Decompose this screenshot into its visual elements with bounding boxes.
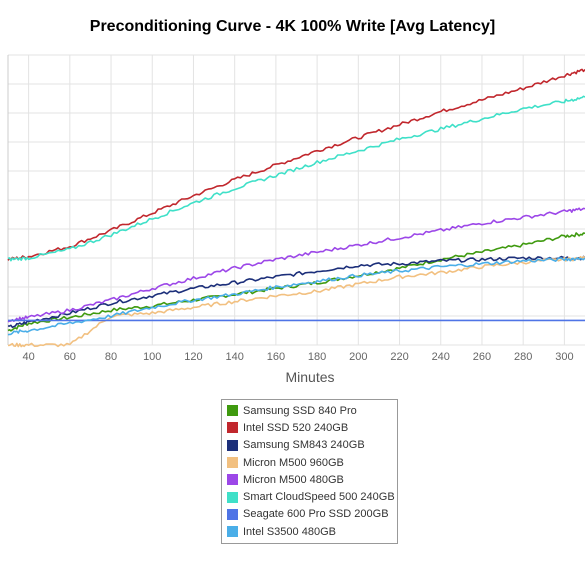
x-tick-label: 220 [390, 351, 408, 363]
legend-label: Seagate 600 Pro SSD 200GB [243, 508, 389, 521]
legend-label: Samsung SSD 840 Pro [243, 404, 357, 417]
legend-swatch [227, 508, 238, 520]
legend-item: Samsung SM843 240GB [222, 437, 397, 454]
legend-item: Seagate 600 Pro SSD 200GB [222, 506, 397, 523]
legend-swatch [227, 491, 238, 503]
x-tick-label: 300 [555, 351, 573, 363]
line-chart: 40 60 80 100 120 140 160 180 200 220 240 260 280 300 [7, 54, 585, 363]
series-line-7 [7, 257, 585, 336]
legend-label: Intel SSD 520 240GB [243, 421, 349, 434]
x-tick-label: 160 [267, 351, 285, 363]
legend-item: Smart CloudSpeed 500 240GB [222, 488, 397, 505]
x-tick-label: 40 [22, 351, 34, 363]
x-axis-label: Minutes [285, 369, 335, 385]
legend-item: Intel S3500 480GB [222, 523, 397, 540]
legend: Samsung SSD 840 Pro Intel SSD 520 240GB Sa… [221, 399, 398, 544]
x-tick-label: 180 [308, 351, 326, 363]
grid-lines [7, 54, 585, 346]
legend-swatch [227, 526, 238, 538]
legend-item: Micron M500 480GB [222, 471, 397, 488]
x-tick-label: 120 [184, 351, 202, 363]
series-line-4 [7, 207, 585, 323]
x-tick-label: 280 [514, 351, 532, 363]
legend-label: Micron M500 480GB [243, 473, 344, 486]
series-line-3 [7, 255, 585, 348]
legend-swatch [227, 422, 238, 434]
legend-label: Micron M500 960GB [243, 456, 344, 469]
x-tick-label: 80 [105, 351, 117, 363]
legend-item: Intel SSD 520 240GB [222, 419, 397, 436]
series-line-1 [7, 68, 585, 261]
x-axis-ticks: 40 60 80 100 120 140 160 180 200 220 240 260 280 300 [22, 351, 573, 363]
legend-swatch [227, 405, 238, 417]
series-line-0 [7, 232, 585, 332]
legend-item: Samsung SSD 840 Pro [222, 402, 397, 419]
x-tick-label: 60 [64, 351, 76, 363]
series-lines [7, 68, 585, 348]
legend-label: Smart CloudSpeed 500 240GB [243, 491, 395, 504]
legend-label: Samsung SM843 240GB [243, 439, 365, 452]
legend-swatch [227, 439, 238, 451]
legend-item: Micron M500 960GB [222, 454, 397, 471]
series-line-2 [7, 255, 585, 329]
legend-swatch [227, 457, 238, 469]
x-tick-label: 200 [349, 351, 367, 363]
chart-title: Preconditioning Curve - 4K 100% Write [A… [89, 18, 496, 35]
series-line-5 [7, 95, 585, 262]
x-tick-label: 140 [225, 351, 243, 363]
legend-swatch [227, 474, 238, 486]
legend-label: Intel S3500 480GB [243, 525, 336, 538]
x-tick-label: 240 [432, 351, 450, 363]
x-tick-label: 100 [143, 351, 161, 363]
x-tick-label: 260 [473, 351, 491, 363]
